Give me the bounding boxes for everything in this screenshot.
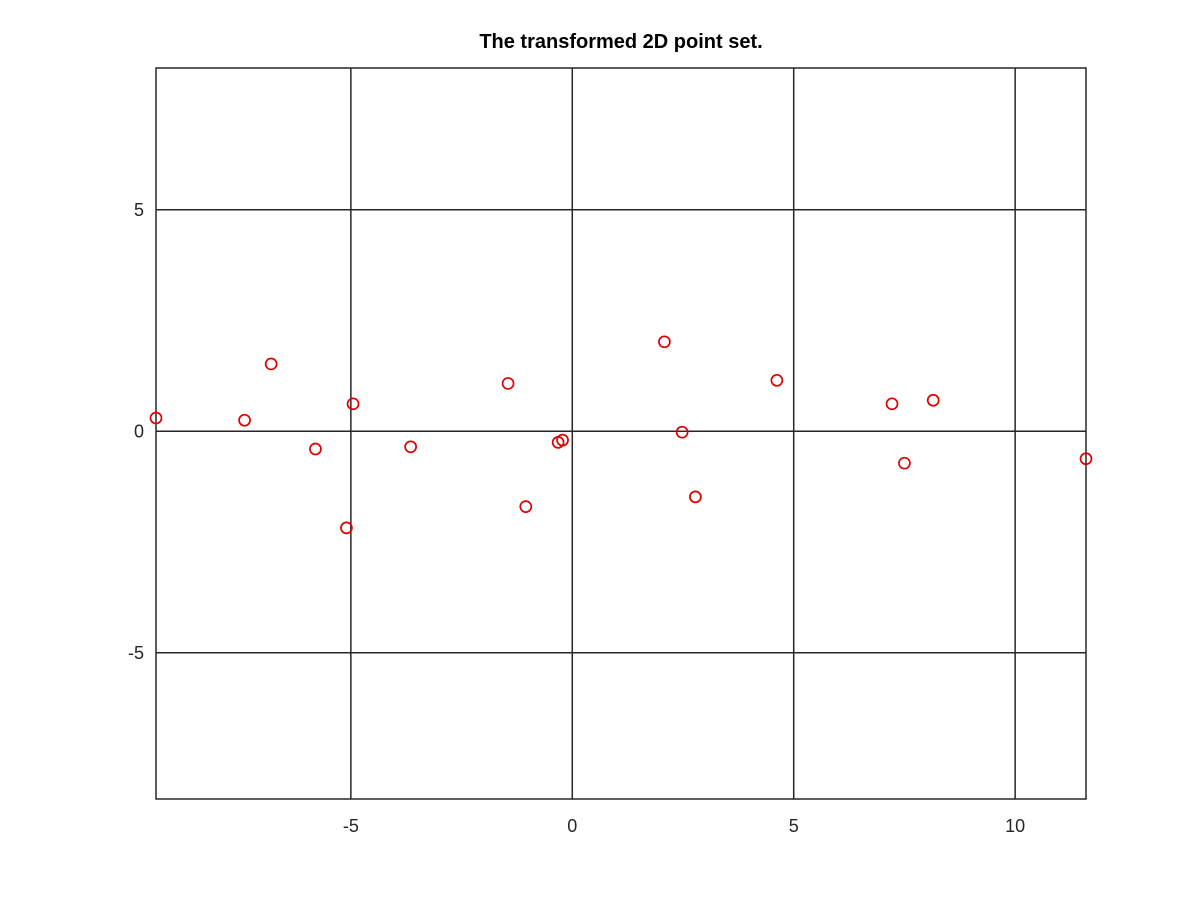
data-point [658,335,671,349]
y-tick-label: 5 [134,200,144,220]
data-point [238,413,251,427]
data-point [898,456,911,470]
data-point [346,397,360,411]
data-points [149,335,1093,535]
data-point [404,440,417,454]
axes-frame [155,67,1087,800]
data-point [885,397,899,411]
data-point [340,521,353,535]
data-point [501,377,515,390]
x-tick-label: 0 [567,816,577,836]
y-tick-label: 0 [134,421,144,441]
data-point [926,393,940,407]
y-tick-label: -5 [128,643,144,663]
data-point [556,433,569,447]
chart-title: The transformed 2D point set. [479,31,762,53]
data-point [675,425,689,439]
data-point [770,373,784,387]
data-point [309,442,322,456]
data-point [689,490,702,504]
data-point [519,500,533,513]
data-point [149,411,163,425]
x-tick-label: 10 [1005,816,1025,836]
grid-lines [156,68,1086,799]
tick-labels: -5 0 5 10 -5 0 5 [128,200,1025,836]
data-point [1079,452,1093,466]
x-tick-label: 5 [789,816,799,836]
x-tick-label: -5 [343,816,359,836]
data-point [264,357,278,371]
